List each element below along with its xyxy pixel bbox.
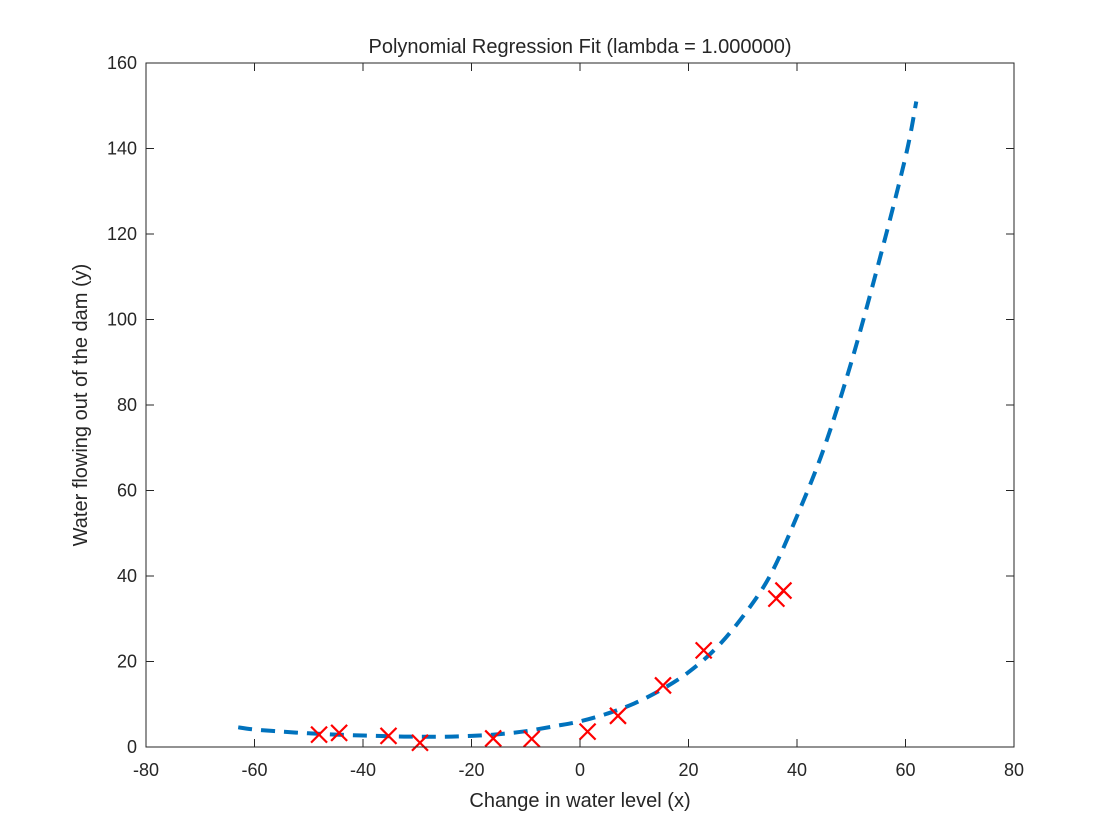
data-point-marker [654, 676, 672, 695]
y-tick-label: 160 [107, 53, 137, 73]
fit-curve-line [237, 101, 919, 739]
y-tick-label: 80 [117, 395, 137, 415]
data-point-marker [694, 641, 713, 660]
data-point-marker [522, 730, 541, 748]
y-tick-label: 100 [107, 310, 137, 330]
data-point-marker [578, 722, 597, 741]
y-tick-label: 40 [117, 566, 137, 586]
y-tick-label: 140 [107, 139, 137, 159]
x-tick-label: 60 [895, 760, 915, 780]
plot-area [146, 63, 1014, 747]
data-points-layer [310, 581, 793, 752]
x-tick-label: -60 [241, 760, 267, 780]
y-tick-label: 60 [117, 481, 137, 501]
chart-title: Polynomial Regression Fit (lambda = 1.00… [369, 36, 792, 58]
x-tick-label: -40 [350, 760, 376, 780]
y-tick-label: 120 [107, 224, 137, 244]
x-tick-label: 0 [575, 760, 585, 780]
y-tick-label: 0 [127, 737, 137, 757]
data-point-marker [310, 725, 328, 744]
x-axis-label: Change in water level (x) [469, 790, 690, 812]
fit-curve-layer [237, 101, 919, 739]
y-axis-label: Water flowing out of the dam (y) [70, 264, 92, 547]
data-point-marker [609, 707, 627, 725]
data-point-marker [411, 733, 429, 752]
y-tick-label: 20 [117, 652, 137, 672]
data-point-marker [774, 581, 793, 600]
x-tick-label: -20 [458, 760, 484, 780]
ticks-layer: -80 -60 -40 -20 0 20 40 60 80 0 20 40 60 80 100 120 140 1… [107, 53, 1024, 780]
data-point-marker [484, 729, 502, 748]
x-tick-label: 40 [787, 760, 807, 780]
x-tick-label: 80 [1004, 760, 1024, 780]
data-point-marker [330, 724, 348, 742]
data-point-marker [379, 727, 398, 745]
x-tick-label: -80 [133, 760, 159, 780]
x-tick-label: 20 [678, 760, 698, 780]
